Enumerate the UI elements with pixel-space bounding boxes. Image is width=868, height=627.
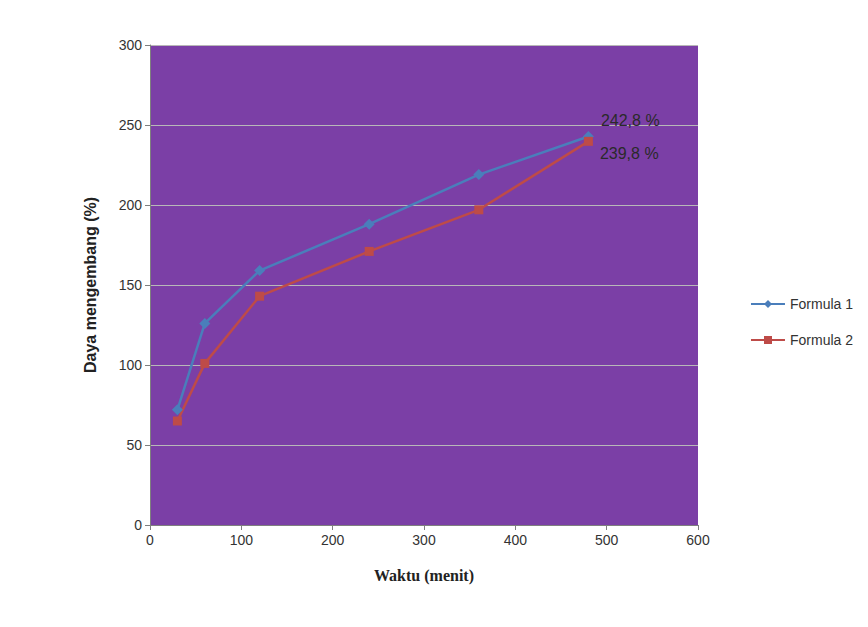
svg-text:50: 50 [126,437,142,453]
svg-text:0: 0 [134,517,142,533]
svg-text:600: 600 [686,532,710,548]
svg-text:200: 200 [321,532,345,548]
svg-text:0: 0 [146,532,154,548]
svg-text:239,8 %: 239,8 % [600,145,659,162]
svg-text:300: 300 [119,37,143,53]
svg-text:500: 500 [595,532,619,548]
svg-text:242,8 %: 242,8 % [601,112,660,129]
svg-text:100: 100 [230,532,254,548]
svg-text:300: 300 [412,532,436,548]
svg-text:100: 100 [119,357,143,373]
svg-text:Formula 2: Formula 2 [790,332,853,348]
svg-text:Waktu (menit): Waktu (menit) [374,567,474,585]
svg-text:150: 150 [119,277,143,293]
svg-text:250: 250 [119,117,143,133]
svg-text:Formula 1: Formula 1 [790,296,853,312]
svg-text:Daya mengembang (%): Daya mengembang (%) [82,197,99,373]
svg-text:200: 200 [119,197,143,213]
svg-text:400: 400 [504,532,528,548]
